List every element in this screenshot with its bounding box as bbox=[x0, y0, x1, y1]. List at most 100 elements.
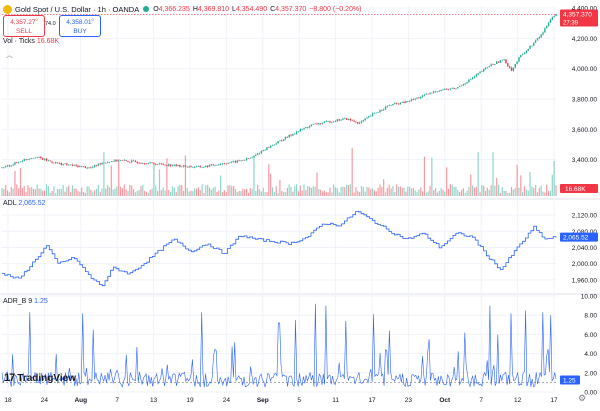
candle-body bbox=[533, 42, 535, 46]
volume-bar bbox=[284, 192, 287, 196]
candle-body bbox=[492, 64, 494, 65]
volume-bar bbox=[221, 192, 224, 196]
volume-bar bbox=[47, 186, 49, 196]
volume-bar bbox=[101, 188, 103, 196]
candle-body bbox=[488, 66, 490, 68]
volume-bar bbox=[384, 192, 387, 196]
adr-legend[interactable]: ADR_B 9 1.25 bbox=[3, 298, 48, 305]
candle-body bbox=[234, 161, 237, 163]
volume-bar bbox=[486, 187, 489, 196]
candle-body bbox=[179, 165, 181, 167]
volume-bar bbox=[31, 187, 33, 196]
volume-bar bbox=[182, 190, 185, 196]
adl-label: ADL bbox=[3, 200, 17, 207]
candle-body bbox=[347, 118, 350, 120]
sell-button[interactable]: 4,357.270 SELL bbox=[3, 15, 45, 37]
candle-body bbox=[473, 76, 476, 78]
candle-body bbox=[25, 159, 27, 160]
last-price-tag bbox=[560, 9, 598, 27]
adr-value-tag bbox=[560, 375, 580, 385]
volume-bar bbox=[551, 174, 553, 196]
chevron-up-icon[interactable]: ︿ bbox=[6, 52, 13, 59]
candle-body bbox=[534, 40, 537, 43]
candle-body bbox=[227, 163, 229, 164]
candle-body bbox=[60, 163, 62, 165]
volume-bar bbox=[418, 189, 420, 196]
volume-bar bbox=[210, 189, 212, 196]
volume-bar bbox=[523, 186, 526, 196]
volume-bar bbox=[49, 192, 51, 196]
candle-body bbox=[21, 161, 24, 162]
market-open-icon bbox=[143, 6, 150, 12]
volume-bar bbox=[175, 191, 177, 196]
adr-value: 1.25 bbox=[34, 298, 48, 305]
volume-bar bbox=[140, 186, 142, 196]
volume-bar bbox=[416, 192, 418, 196]
candle-body bbox=[130, 160, 133, 163]
volume-legend[interactable]: Vol · Ticks 16.68K bbox=[3, 38, 59, 45]
candle-body bbox=[494, 63, 496, 65]
volume-bar bbox=[431, 157, 433, 196]
volume-bar bbox=[38, 188, 40, 196]
volume-bar bbox=[251, 189, 253, 196]
price-change: −8.800 (−0.20%) bbox=[309, 5, 362, 13]
candle-body bbox=[416, 97, 418, 99]
candle-body bbox=[553, 15, 555, 18]
volume-bar bbox=[442, 189, 444, 196]
buy-button[interactable]: 4,358.010 BUY bbox=[59, 15, 101, 37]
volume-bar bbox=[403, 187, 405, 196]
volume-bar bbox=[377, 187, 379, 196]
candle-body bbox=[190, 166, 192, 168]
candle-body bbox=[212, 164, 214, 166]
volume-value: 16.68K bbox=[36, 38, 60, 45]
volume-bar bbox=[488, 189, 490, 196]
volume-bar bbox=[518, 187, 520, 196]
volume-bar bbox=[553, 161, 555, 196]
volume-bar bbox=[260, 191, 262, 196]
candle-body bbox=[520, 55, 522, 58]
volume-bar bbox=[179, 185, 181, 196]
volume-bar bbox=[357, 191, 359, 196]
volume-bar bbox=[329, 187, 331, 196]
adl-legend[interactable]: ADL 2,065.52 bbox=[3, 200, 46, 207]
volume-bar bbox=[208, 187, 211, 196]
gear-icon[interactable]: ⚙ bbox=[578, 393, 587, 403]
symbol-title[interactable]: Gold Spot / U.S. Dollar · 1h · OANDA bbox=[15, 4, 140, 14]
volume-bar bbox=[25, 192, 27, 196]
candle-body bbox=[82, 166, 85, 167]
volume-bar bbox=[127, 190, 129, 196]
volume-bar bbox=[420, 187, 422, 196]
volume-bar bbox=[118, 159, 120, 196]
volume-bar bbox=[77, 190, 79, 196]
candle-body bbox=[477, 73, 479, 75]
spread-value: 74.0 bbox=[45, 21, 56, 27]
x-tick-label: 13 bbox=[150, 397, 158, 404]
volume-bar bbox=[253, 158, 255, 196]
candle-body bbox=[445, 89, 448, 90]
candle-body bbox=[457, 86, 459, 89]
buy-label: BUY bbox=[73, 27, 87, 35]
candle-body bbox=[64, 163, 66, 165]
price-y-tick-label: 4,200.00 bbox=[572, 36, 598, 43]
candle-body bbox=[36, 157, 38, 158]
volume-bar bbox=[414, 190, 416, 196]
volume-bar bbox=[436, 192, 439, 196]
volume-bar bbox=[316, 172, 318, 196]
candle-body bbox=[510, 67, 513, 71]
volume-bar bbox=[307, 186, 309, 196]
volume-bar bbox=[342, 186, 344, 196]
volume-label: Vol · Ticks bbox=[3, 38, 35, 45]
candle-body bbox=[481, 71, 483, 72]
volume-bar bbox=[308, 186, 311, 196]
volume-bar bbox=[268, 164, 270, 196]
adr-y-tick-label: 10.00 bbox=[581, 294, 598, 301]
candle-body bbox=[269, 145, 272, 148]
volume-bar bbox=[225, 192, 227, 196]
candle-body bbox=[360, 121, 363, 123]
tradingview-logo[interactable]: 17 TradingView bbox=[4, 372, 76, 384]
candle-body bbox=[301, 129, 303, 130]
adl-line bbox=[2, 211, 557, 287]
volume-bar bbox=[371, 188, 374, 196]
volume-bar bbox=[429, 185, 431, 196]
